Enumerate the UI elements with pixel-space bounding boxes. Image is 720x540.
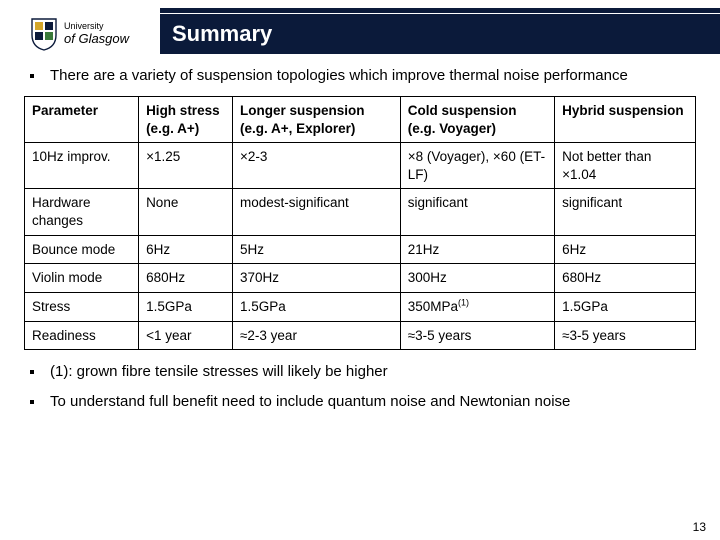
table-body: 10Hz improv. ×1.25 ×2-3 ×8 (Voyager), ×6… xyxy=(25,143,696,350)
slide-title: Summary xyxy=(172,21,272,47)
page-number: 13 xyxy=(693,520,706,534)
cell: ×2-3 xyxy=(233,143,401,189)
content-area: There are a variety of suspension topolo… xyxy=(24,66,696,423)
title-accent-bar xyxy=(160,8,720,13)
cell: None xyxy=(139,189,233,235)
th-hybrid: Hybrid suspension xyxy=(555,97,696,143)
th-longer: Longer suspension (e.g. A+, Explorer) xyxy=(233,97,401,143)
cell: 6Hz xyxy=(555,235,696,264)
cell: Hardware changes xyxy=(25,189,139,235)
cell: 350MPa(1) xyxy=(400,292,554,321)
cell: Bounce mode xyxy=(25,235,139,264)
table-header-row: Parameter High stress (e.g. A+) Longer s… xyxy=(25,97,696,143)
cell: 370Hz xyxy=(233,264,401,293)
table-row: Readiness <1 year ≈2-3 year ≈3-5 years ≈… xyxy=(25,321,696,350)
bullet-2-text: (1): grown fibre tensile stresses will l… xyxy=(50,362,388,382)
logo-line2: of Glasgow xyxy=(64,32,129,46)
logo-text: University of Glasgow xyxy=(64,22,129,46)
cell: 1.5GPa xyxy=(233,292,401,321)
table-row: Bounce mode 6Hz 5Hz 21Hz 6Hz xyxy=(25,235,696,264)
table-row: Hardware changes None modest-significant… xyxy=(25,189,696,235)
cell: Violin mode xyxy=(25,264,139,293)
cell: Stress xyxy=(25,292,139,321)
bullet-2: (1): grown fibre tensile stresses will l… xyxy=(24,362,696,382)
cell: ×8 (Voyager), ×60 (ET-LF) xyxy=(400,143,554,189)
shield-icon xyxy=(30,17,58,51)
cell: modest-significant xyxy=(233,189,401,235)
bullet-icon xyxy=(30,74,34,78)
cell-text: 350MPa(1) xyxy=(408,299,469,314)
table-row: Violin mode 680Hz 370Hz 300Hz 680Hz xyxy=(25,264,696,293)
cell: 300Hz xyxy=(400,264,554,293)
summary-table: Parameter High stress (e.g. A+) Longer s… xyxy=(24,96,696,350)
cell: significant xyxy=(400,189,554,235)
bullet-icon xyxy=(30,400,34,404)
cell: 680Hz xyxy=(139,264,233,293)
cell: ≈2-3 year xyxy=(233,321,401,350)
th-cold: Cold suspension (e.g. Voyager) xyxy=(400,97,554,143)
cell: 10Hz improv. xyxy=(25,143,139,189)
cell: <1 year xyxy=(139,321,233,350)
bullet-3: To understand full benefit need to inclu… xyxy=(24,392,696,412)
university-logo: University of Glasgow xyxy=(30,14,150,54)
cell: significant xyxy=(555,189,696,235)
table-row: 10Hz improv. ×1.25 ×2-3 ×8 (Voyager), ×6… xyxy=(25,143,696,189)
bullet-1: There are a variety of suspension topolo… xyxy=(24,66,696,86)
cell: Readiness xyxy=(25,321,139,350)
cell: 680Hz xyxy=(555,264,696,293)
cell: 1.5GPa xyxy=(555,292,696,321)
table-row: Stress 1.5GPa 1.5GPa 350MPa(1) 1.5GPa xyxy=(25,292,696,321)
bullet-icon xyxy=(30,370,34,374)
th-high-stress: High stress (e.g. A+) xyxy=(139,97,233,143)
cell: 5Hz xyxy=(233,235,401,264)
bullet-3-text: To understand full benefit need to inclu… xyxy=(50,392,570,412)
cell: ×1.25 xyxy=(139,143,233,189)
cell: 21Hz xyxy=(400,235,554,264)
cell: ≈3-5 years xyxy=(555,321,696,350)
cell: ≈3-5 years xyxy=(400,321,554,350)
th-parameter: Parameter xyxy=(25,97,139,143)
cell: Not better than ×1.04 xyxy=(555,143,696,189)
bullet-1-text: There are a variety of suspension topolo… xyxy=(50,66,628,86)
title-bar: Summary xyxy=(160,14,720,54)
cell: 6Hz xyxy=(139,235,233,264)
cell: 1.5GPa xyxy=(139,292,233,321)
